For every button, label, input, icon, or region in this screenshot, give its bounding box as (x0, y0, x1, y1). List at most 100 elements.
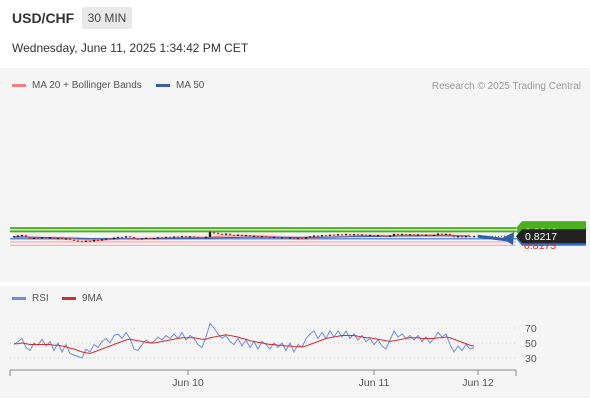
candle-body (352, 234, 356, 236)
candle-body (448, 233, 452, 236)
ma20-swatch (12, 84, 26, 87)
candle-body (212, 232, 216, 234)
copyright-text: Research © 2025 Trading Central (431, 81, 581, 92)
candle-body (248, 235, 252, 237)
candle-body (208, 232, 212, 237)
candle-body (408, 234, 412, 236)
legend-9ma: 9MA (62, 293, 103, 304)
candle-body (264, 236, 268, 238)
candle-body (52, 237, 56, 239)
candle-body (204, 236, 208, 238)
candle-body (388, 235, 392, 237)
candle-body (40, 237, 44, 239)
candle-body (468, 236, 472, 238)
candle-body (96, 240, 100, 242)
candle-body (20, 234, 24, 236)
candle-body (56, 238, 60, 240)
candle-body (112, 237, 116, 240)
candle-body (364, 234, 368, 236)
candle-body (160, 237, 164, 239)
candle-body (272, 237, 276, 239)
candle-body (396, 234, 400, 236)
candle-body (156, 237, 160, 239)
candle-body (416, 234, 420, 236)
candle-body (132, 237, 136, 239)
last-price-label: 0.8217 (525, 231, 557, 243)
candle-body (356, 234, 360, 236)
legend-ma50: MA 50 (156, 80, 204, 91)
candle-body (188, 236, 192, 238)
ma9-legend-label: 9MA (82, 293, 103, 304)
rsi-legend-label: RSI (32, 293, 49, 304)
candle-body (108, 238, 112, 240)
candle-body (380, 235, 384, 237)
candle-body (440, 233, 444, 235)
candle-body (224, 233, 228, 235)
candle-body (372, 234, 376, 236)
candle-body (288, 237, 292, 239)
x-tick-label-2: Jun 12 (462, 377, 494, 389)
forecast-arrow (477, 232, 514, 246)
candle-body (464, 236, 468, 238)
candle-body (456, 236, 460, 238)
candle-body (24, 235, 28, 238)
candle-body (424, 234, 428, 236)
rsi-plot: 70 50 30 (10, 322, 537, 365)
price-chart-panel (0, 68, 590, 282)
candle-body (220, 233, 224, 235)
candle-body (68, 238, 72, 240)
rsi-swatch (12, 297, 26, 300)
candle-body (60, 238, 64, 240)
candle-body (436, 233, 440, 235)
x-tick-label-1: Jun 11 (359, 377, 390, 389)
candle-body (48, 237, 52, 239)
candle-body (124, 236, 128, 238)
candle-body (76, 240, 80, 242)
candle-body (472, 236, 476, 238)
candle-body (32, 237, 36, 239)
candle-body (300, 238, 304, 240)
candle-body (84, 240, 88, 242)
ma50-line (14, 235, 470, 240)
candle-body (392, 234, 396, 236)
candle-body (292, 237, 296, 239)
candles (12, 231, 476, 243)
timeframe-badge[interactable]: 30 MIN (82, 7, 132, 29)
candle-body (304, 237, 308, 239)
candle-body (420, 234, 424, 236)
rsi-tick-label-70: 70 (525, 323, 537, 335)
candle-body (452, 235, 456, 237)
candle-body (368, 234, 372, 236)
candle-body (148, 237, 152, 239)
candle-body (116, 237, 120, 239)
candle-body (428, 234, 432, 236)
candle-body (16, 235, 20, 237)
candle-body (164, 237, 168, 239)
rsi-tick-label-50: 50 (525, 338, 537, 350)
candle-body (308, 236, 312, 238)
candle-body (328, 234, 332, 236)
x-tick-label-0: Jun 10 (172, 377, 204, 389)
candle-body (216, 232, 220, 234)
candle-body (276, 237, 280, 239)
candle-body (316, 235, 320, 237)
candle-body (348, 234, 352, 236)
candle-body (376, 235, 380, 237)
candle-body (244, 235, 248, 237)
candle-body (104, 238, 108, 240)
ma9-swatch (62, 297, 76, 300)
candle-body (324, 235, 328, 237)
candle-body (240, 234, 244, 236)
legend-rsi: RSI (12, 293, 49, 304)
candle-body (136, 238, 140, 240)
candle-body (152, 238, 156, 240)
candle-body (340, 234, 344, 236)
candle-body (12, 236, 16, 238)
candle-body (140, 238, 144, 240)
candle-body (268, 236, 272, 238)
rsi-line (13, 322, 475, 359)
candle-body (260, 236, 264, 238)
x-axis: Jun 10 Jun 11 Jun 12 (9, 369, 517, 389)
